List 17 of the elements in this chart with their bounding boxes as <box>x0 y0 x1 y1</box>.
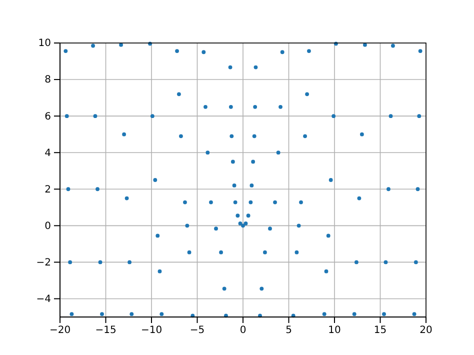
y-tick-label: 4 <box>44 148 51 159</box>
x-tick-label: 15 <box>374 325 387 336</box>
x-tick-label: −20 <box>49 325 71 336</box>
x-tick-label: −10 <box>140 325 162 336</box>
y-tick-label: 10 <box>38 38 51 50</box>
x-tick-label: 0 <box>240 325 246 336</box>
y-tick-label: 0 <box>44 220 51 232</box>
x-tick-label: −5 <box>190 325 205 336</box>
x-tick-label: −15 <box>95 325 116 336</box>
y-tick-label: 2 <box>44 184 51 196</box>
y-tick-label: −4 <box>36 294 51 305</box>
x-tick-label: 20 <box>420 325 432 336</box>
x-tick-label: 5 <box>286 325 292 336</box>
x-tick-label: 10 <box>328 325 341 336</box>
y-tick-label: −2 <box>36 257 51 268</box>
y-tick-label: 8 <box>44 74 51 86</box>
y-tick-label: 6 <box>44 111 51 122</box>
